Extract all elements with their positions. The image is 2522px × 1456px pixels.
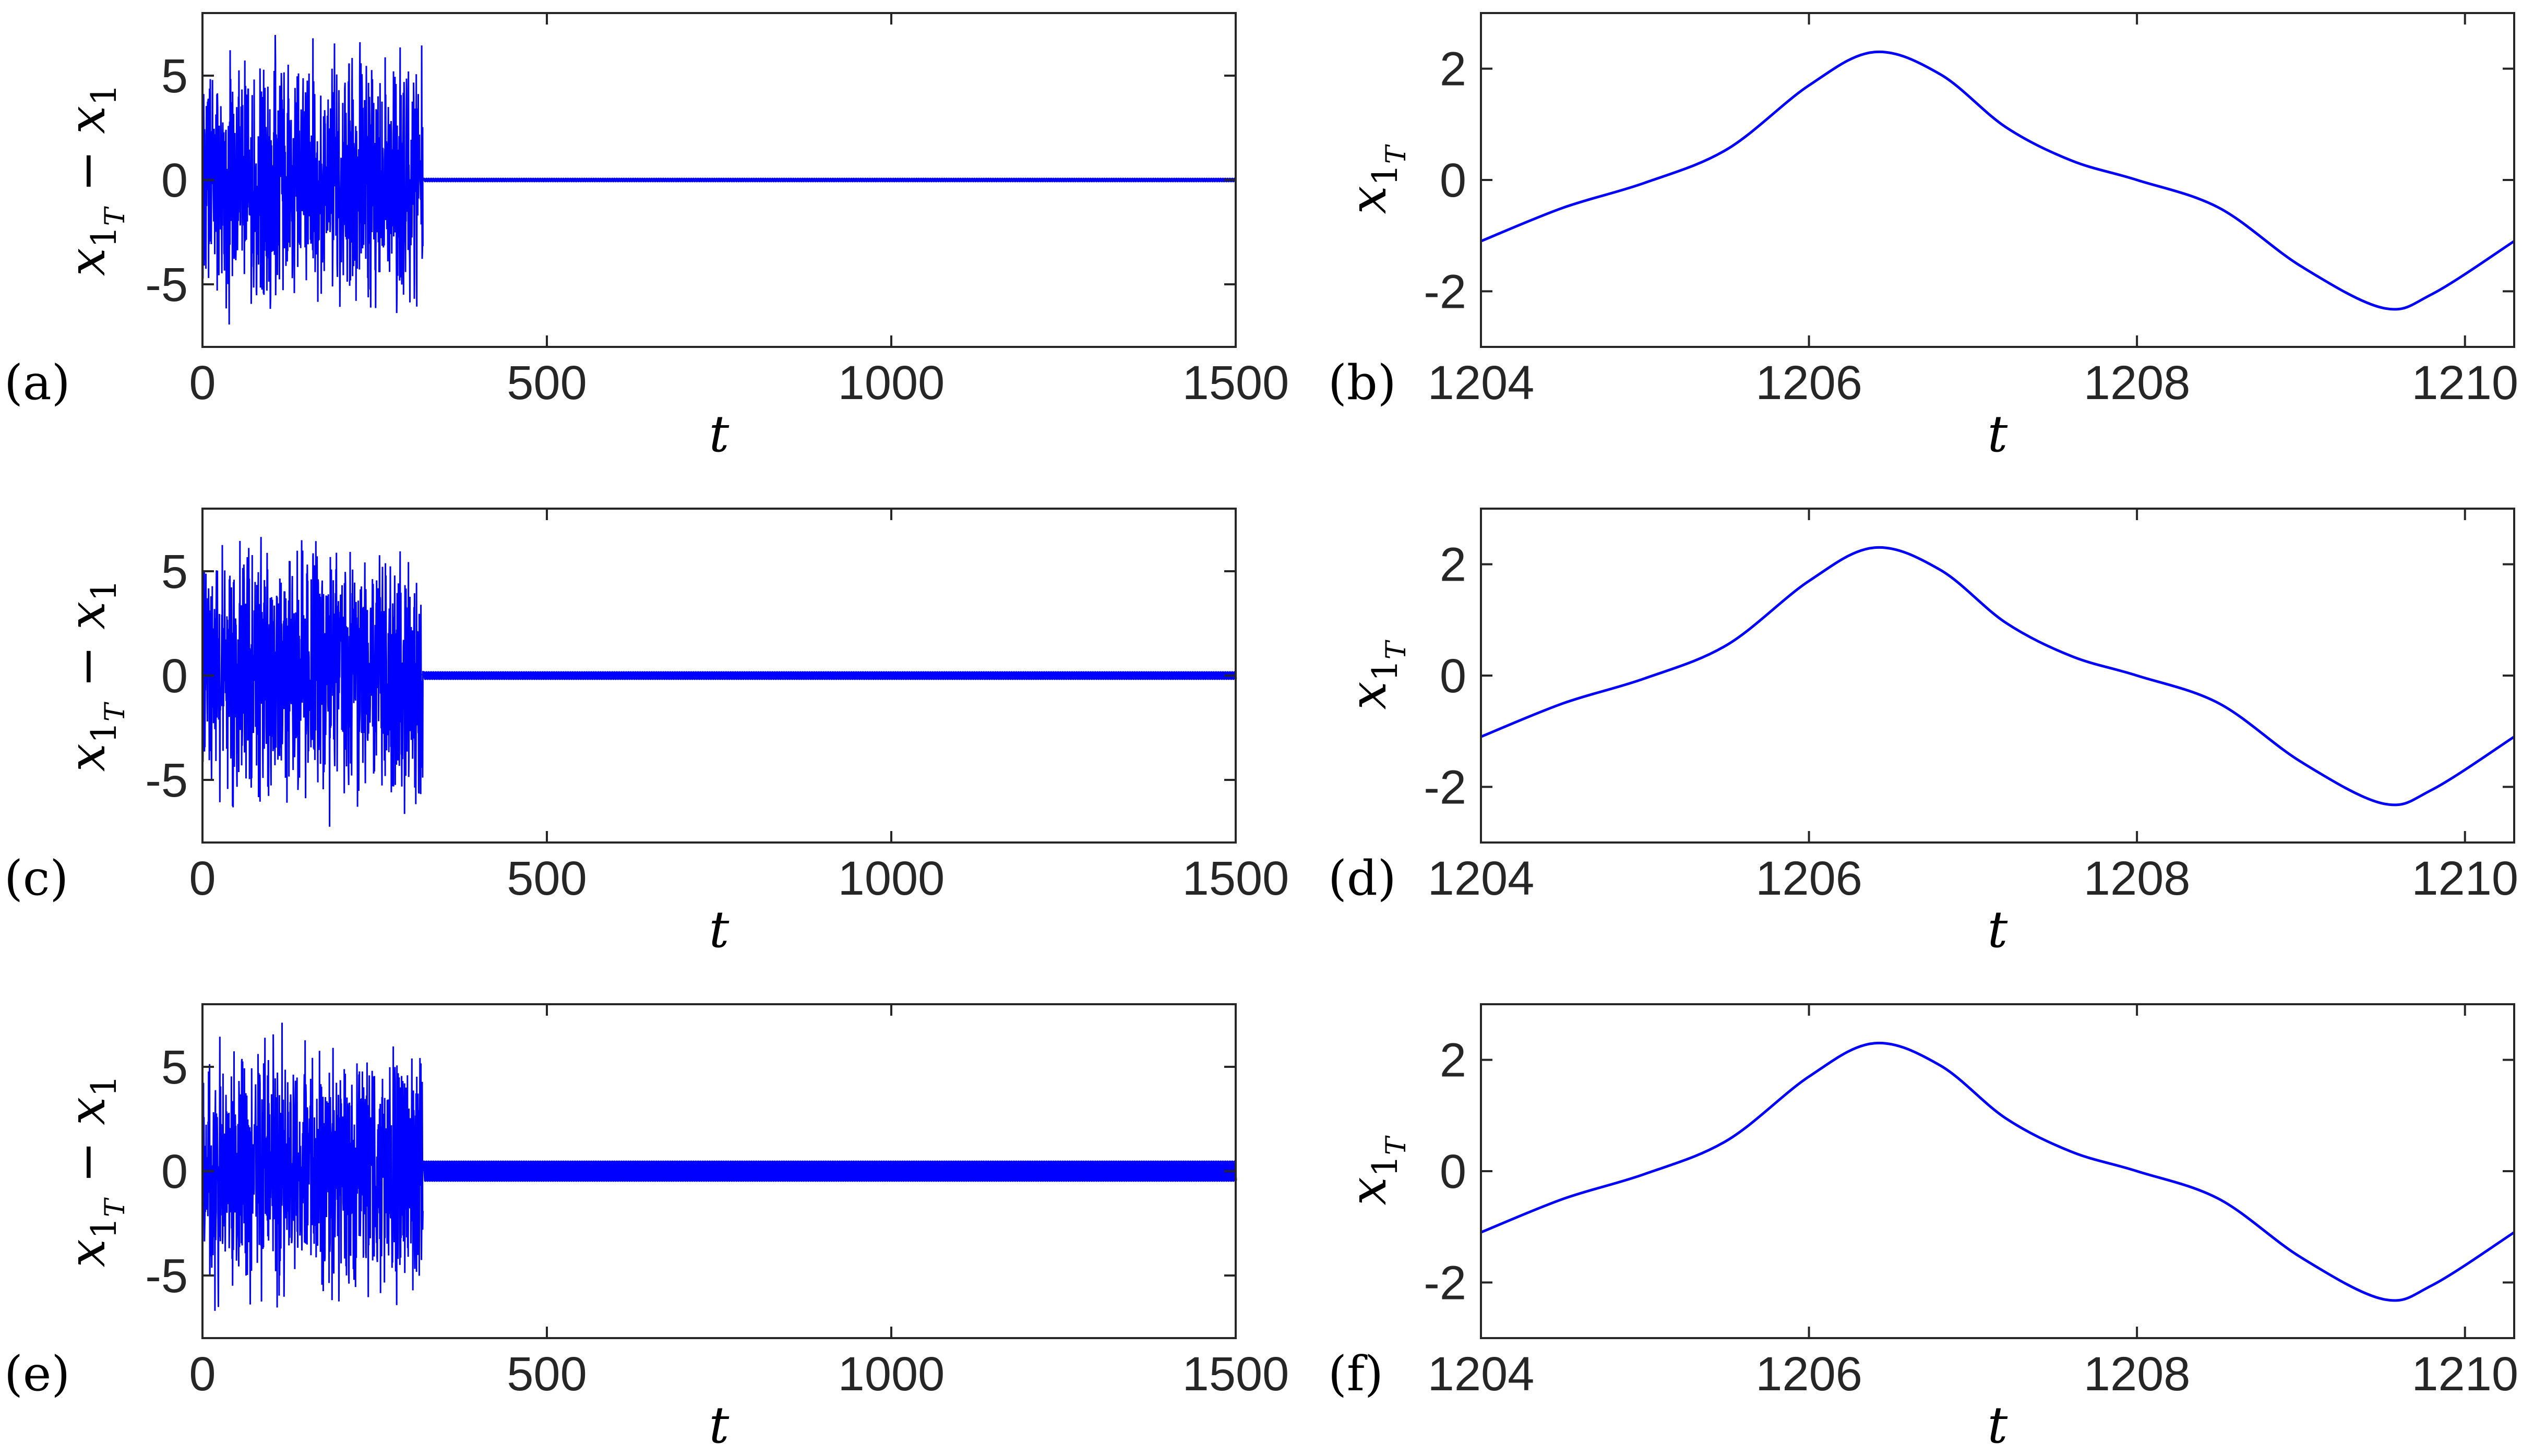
y-tick-label: -2 [1424,1256,1466,1309]
y-axis-label: x1T [1339,1135,1412,1205]
x-axis-label: t [709,1396,730,1454]
y-tick-label: 0 [1440,649,1466,703]
series-line [201,34,424,325]
x-axis-label: t [709,900,730,959]
x-tick-label: 1000 [838,356,945,410]
x-tick-label: 1210 [2411,852,2518,905]
x-axis-label: t [1988,1396,2008,1454]
panel-label: (c) [4,850,68,906]
x-tick-label: 500 [507,356,587,410]
x-tick-label: 1206 [1755,356,1862,410]
x-tick-label: 1500 [1182,852,1289,905]
x-tick-label: 500 [507,852,587,905]
y-axis-label: x1T − x1 [58,84,131,276]
x-axis-label: t [1988,405,2008,463]
series-line [201,1022,424,1311]
plot-frame [1480,1003,2515,1339]
x-tick-label: 1000 [838,1347,945,1401]
series-line [421,1160,1237,1182]
x-tick-label: 0 [189,1347,216,1401]
series-line [1480,546,2515,807]
y-tick-label: 0 [161,154,188,207]
y-tick-label: 0 [161,1145,188,1198]
x-tick-label: 1500 [1182,1347,1289,1401]
x-tick-label: 1204 [1428,1347,1535,1401]
series-line [201,537,424,827]
y-tick-label: -5 [145,1249,188,1303]
panel-label: (a) [4,355,70,411]
x-axis-label: t [709,405,730,463]
y-tick-label: -5 [145,258,188,311]
y-tick-label: 2 [1440,43,1466,96]
x-tick-label: 1208 [2084,852,2191,905]
y-axis-label: x1T [1339,640,1412,709]
y-axis-label: x1T − x1 [58,1075,131,1267]
x-tick-label: 1500 [1182,356,1289,410]
plot-frame [1480,12,2515,348]
panel-label: (e) [4,1346,70,1402]
plot-frame [1480,508,2515,844]
x-tick-label: 0 [189,356,216,410]
series-line [422,177,1237,183]
panel-b: 1204 1206 1208 1210 -2 0 2 (b) t x1T [1328,12,2518,463]
y-tick-label: 2 [1440,1034,1466,1087]
x-axis-label: t [1988,900,2008,959]
y-tick-label: 0 [1440,1145,1466,1198]
y-tick-label: -2 [1424,761,1466,814]
series-line [1480,50,2515,311]
y-tick-label: 0 [161,649,188,703]
series-line [1480,1041,2515,1302]
series-line [422,671,1237,680]
x-tick-label: 0 [189,852,216,905]
x-tick-label: 1000 [838,852,945,905]
x-tick-label: 1206 [1755,1347,1862,1401]
x-tick-label: 1210 [2411,1347,2518,1401]
panel-f: 1204 1206 1208 1210 -2 0 2 (f) t x1T [1328,1003,2518,1454]
x-tick-label: 1204 [1428,852,1535,905]
x-tick-label: 1204 [1428,356,1535,410]
panel-d: 1204 1206 1208 1210 -2 0 2 (d) t x1T [1328,508,2518,959]
panel-label: (b) [1328,355,1396,411]
y-tick-label: 2 [1440,538,1466,592]
x-tick-label: 1210 [2411,356,2518,410]
y-tick-label: 5 [161,50,188,103]
x-tick-label: 1206 [1755,852,1862,905]
y-tick-label: 5 [161,1041,188,1094]
x-tick-label: 1208 [2084,356,2191,410]
x-tick-label: 1208 [2084,1347,2191,1401]
y-tick-label: -5 [145,754,188,807]
panel-label: (f) [1328,1346,1383,1402]
y-tick-label: -2 [1424,265,1466,318]
y-axis-label: x1T [1339,144,1412,214]
y-tick-label: 0 [1440,154,1466,207]
x-tick-label: 500 [507,1347,587,1401]
y-axis-label: x1T − x1 [58,580,131,772]
y-tick-label: 5 [161,545,188,598]
panel-label: (d) [1328,850,1396,906]
